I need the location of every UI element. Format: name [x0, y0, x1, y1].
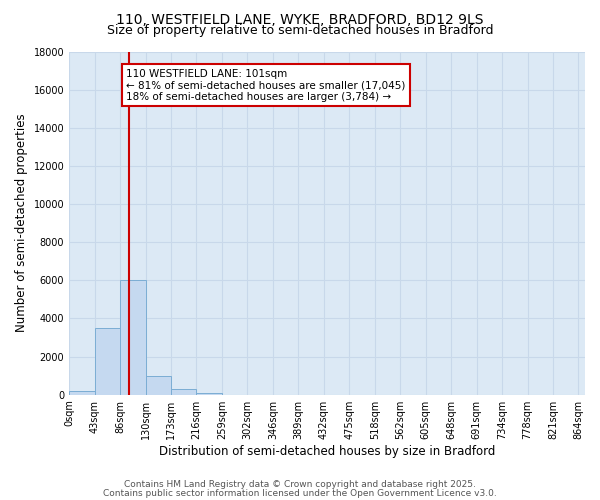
Bar	[120, 280, 146, 394]
Y-axis label: Number of semi-detached properties: Number of semi-detached properties	[15, 114, 28, 332]
Bar	[196, 393, 222, 394]
Text: Contains HM Land Registry data © Crown copyright and database right 2025.: Contains HM Land Registry data © Crown c…	[124, 480, 476, 489]
X-axis label: Distribution of semi-detached houses by size in Bradford: Distribution of semi-detached houses by …	[159, 444, 495, 458]
Bar	[146, 376, 171, 394]
Text: Contains public sector information licensed under the Open Government Licence v3: Contains public sector information licen…	[103, 488, 497, 498]
Text: Size of property relative to semi-detached houses in Bradford: Size of property relative to semi-detach…	[107, 24, 493, 37]
Text: 110 WESTFIELD LANE: 101sqm
← 81% of semi-detached houses are smaller (17,045)
18: 110 WESTFIELD LANE: 101sqm ← 81% of semi…	[126, 68, 406, 102]
Bar	[95, 328, 120, 394]
Text: 110, WESTFIELD LANE, WYKE, BRADFORD, BD12 9LS: 110, WESTFIELD LANE, WYKE, BRADFORD, BD1…	[116, 12, 484, 26]
Bar	[69, 391, 95, 394]
Bar	[171, 389, 196, 394]
